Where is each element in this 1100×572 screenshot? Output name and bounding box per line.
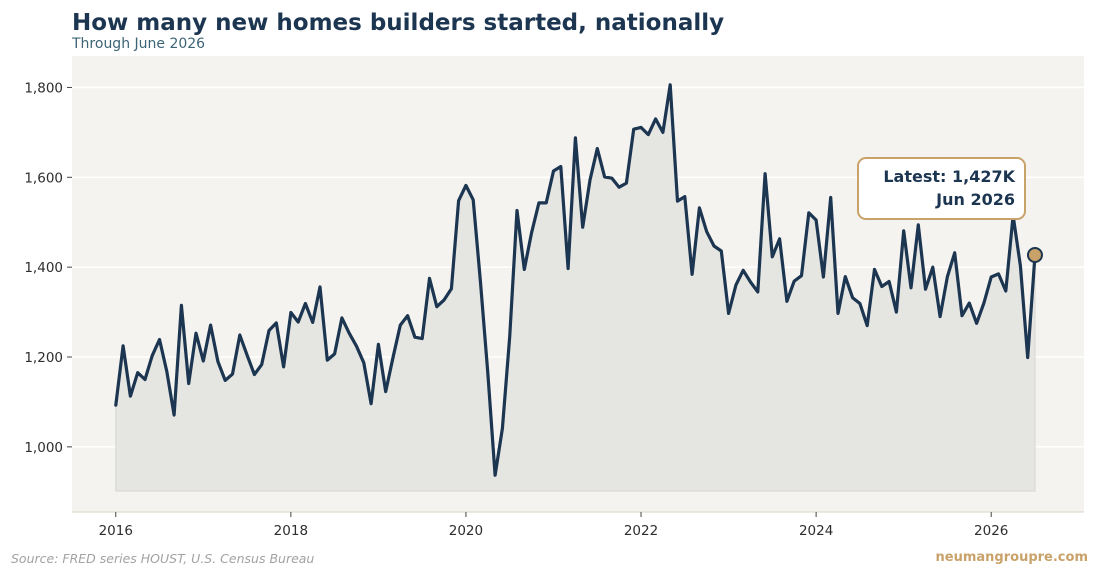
- x-axis: 2016 2018 2020 2022 2024 2026: [99, 512, 1008, 539]
- y-tick-label: 1,200: [24, 350, 63, 366]
- x-tick-label: 2018: [274, 523, 308, 539]
- x-tick-label: 2020: [449, 523, 483, 539]
- latest-callout-box: [857, 157, 1026, 220]
- latest-point-marker: [1026, 247, 1043, 264]
- y-tick-label: 1,000: [24, 440, 63, 456]
- y-tick-label: 1,400: [24, 260, 63, 276]
- x-tick-label: 2022: [624, 523, 658, 539]
- x-tick-label: 2016: [99, 523, 133, 539]
- chart-subtitle: Through June 2026: [72, 36, 206, 52]
- brand-link[interactable]: neumangroupre.com: [935, 550, 1088, 565]
- latest-date-label: Jun 2026: [935, 190, 1015, 209]
- source-note: Source: FRED series HOUST, U.S. Census B…: [11, 551, 315, 566]
- y-tick-label: 1,800: [24, 80, 63, 96]
- y-axis: 1,000 1,200 1,400 1,600 1,800: [24, 80, 72, 456]
- x-tick-label: 2024: [799, 523, 833, 539]
- x-tick-label: 2026: [974, 523, 1008, 539]
- latest-value-label: Latest: 1,427K: [883, 167, 1015, 186]
- series-line: [114, 83, 1037, 477]
- y-tick-label: 1,600: [24, 170, 63, 186]
- chart-title: How many new homes builders started, nat…: [72, 10, 725, 36]
- latest-callout: Latest: 1,427K Jun 2026: [857, 157, 1026, 220]
